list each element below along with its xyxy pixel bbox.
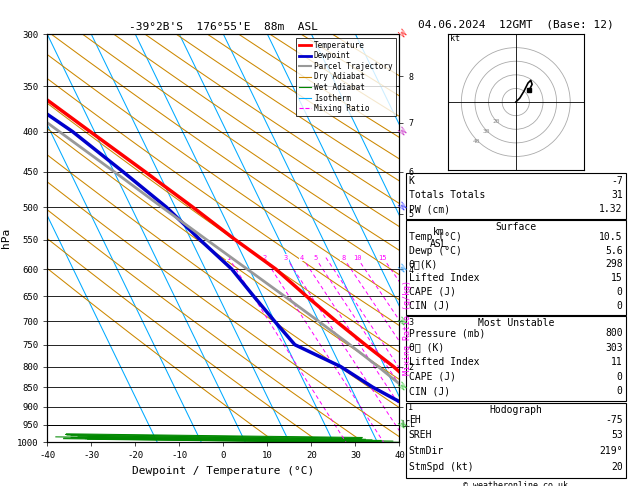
Text: 2: 2 <box>262 255 266 260</box>
Text: Pressure (mb): Pressure (mb) <box>409 328 485 338</box>
Title: -39°2B'S  176°55'E  88m  ASL: -39°2B'S 176°55'E 88m ASL <box>129 22 318 32</box>
Text: CAPE (J): CAPE (J) <box>409 287 456 297</box>
Text: W: W <box>399 382 410 393</box>
Text: 5.6: 5.6 <box>605 245 623 256</box>
Text: CAPE (J): CAPE (J) <box>409 372 456 382</box>
Text: θᴇ (K): θᴇ (K) <box>409 343 444 353</box>
Text: kt: kt <box>450 34 460 43</box>
Text: 800: 800 <box>605 328 623 338</box>
Text: SREH: SREH <box>409 431 432 440</box>
Text: K: K <box>409 176 415 187</box>
Text: 1.32: 1.32 <box>599 205 623 214</box>
Text: 298: 298 <box>605 260 623 269</box>
Text: Mixing Ratio (g/kg): Mixing Ratio (g/kg) <box>403 280 411 376</box>
Y-axis label: hPa: hPa <box>1 228 11 248</box>
Text: W: W <box>399 419 410 431</box>
Legend: Temperature, Dewpoint, Parcel Trajectory, Dry Adiabat, Wet Adiabat, Isotherm, Mi: Temperature, Dewpoint, Parcel Trajectory… <box>296 38 396 116</box>
Text: 3: 3 <box>284 255 288 260</box>
Text: 0: 0 <box>617 372 623 382</box>
Text: W: W <box>399 202 410 213</box>
Text: 4: 4 <box>300 255 304 260</box>
Text: W: W <box>399 28 410 40</box>
Text: 30: 30 <box>482 129 490 134</box>
Text: W: W <box>399 263 410 275</box>
Text: LCL: LCL <box>401 420 415 429</box>
Text: CIN (J): CIN (J) <box>409 386 450 397</box>
Text: 10.5: 10.5 <box>599 232 623 242</box>
Text: θᴇ(K): θᴇ(K) <box>409 260 438 269</box>
Text: 10: 10 <box>353 255 361 260</box>
X-axis label: Dewpoint / Temperature (°C): Dewpoint / Temperature (°C) <box>132 466 314 476</box>
Text: -75: -75 <box>605 415 623 425</box>
Text: W: W <box>399 316 410 327</box>
Text: 11: 11 <box>611 357 623 367</box>
Text: 0: 0 <box>617 386 623 397</box>
Text: 0: 0 <box>617 287 623 297</box>
Text: 219°: 219° <box>599 446 623 456</box>
Text: © weatheronline.co.uk: © weatheronline.co.uk <box>464 481 568 486</box>
Text: 0: 0 <box>617 301 623 311</box>
Text: 20: 20 <box>611 462 623 472</box>
Text: W: W <box>399 126 410 137</box>
Text: CIN (J): CIN (J) <box>409 301 450 311</box>
Text: 20: 20 <box>493 119 500 124</box>
Text: Dewp (°C): Dewp (°C) <box>409 245 462 256</box>
Text: EH: EH <box>409 415 421 425</box>
Text: 303: 303 <box>605 343 623 353</box>
Text: 15: 15 <box>379 255 387 260</box>
Text: -7: -7 <box>611 176 623 187</box>
Text: StmSpd (kt): StmSpd (kt) <box>409 462 474 472</box>
Text: 04.06.2024  12GMT  (Base: 12): 04.06.2024 12GMT (Base: 12) <box>418 19 614 29</box>
Text: 5: 5 <box>313 255 317 260</box>
Text: PW (cm): PW (cm) <box>409 205 450 214</box>
Text: 40: 40 <box>473 139 481 144</box>
Text: StmDir: StmDir <box>409 446 444 456</box>
Text: 31: 31 <box>611 191 623 200</box>
Y-axis label: km
ASL: km ASL <box>430 227 447 249</box>
Text: 53: 53 <box>611 431 623 440</box>
Text: Lifted Index: Lifted Index <box>409 357 479 367</box>
Text: Hodograph: Hodograph <box>489 405 542 415</box>
Text: Surface: Surface <box>495 222 537 232</box>
Text: Temp (°C): Temp (°C) <box>409 232 462 242</box>
Text: Totals Totals: Totals Totals <box>409 191 485 200</box>
Text: 1: 1 <box>226 255 231 260</box>
Text: Most Unstable: Most Unstable <box>477 318 554 329</box>
Text: Lifted Index: Lifted Index <box>409 273 479 283</box>
Text: 8: 8 <box>341 255 345 260</box>
Text: 15: 15 <box>611 273 623 283</box>
